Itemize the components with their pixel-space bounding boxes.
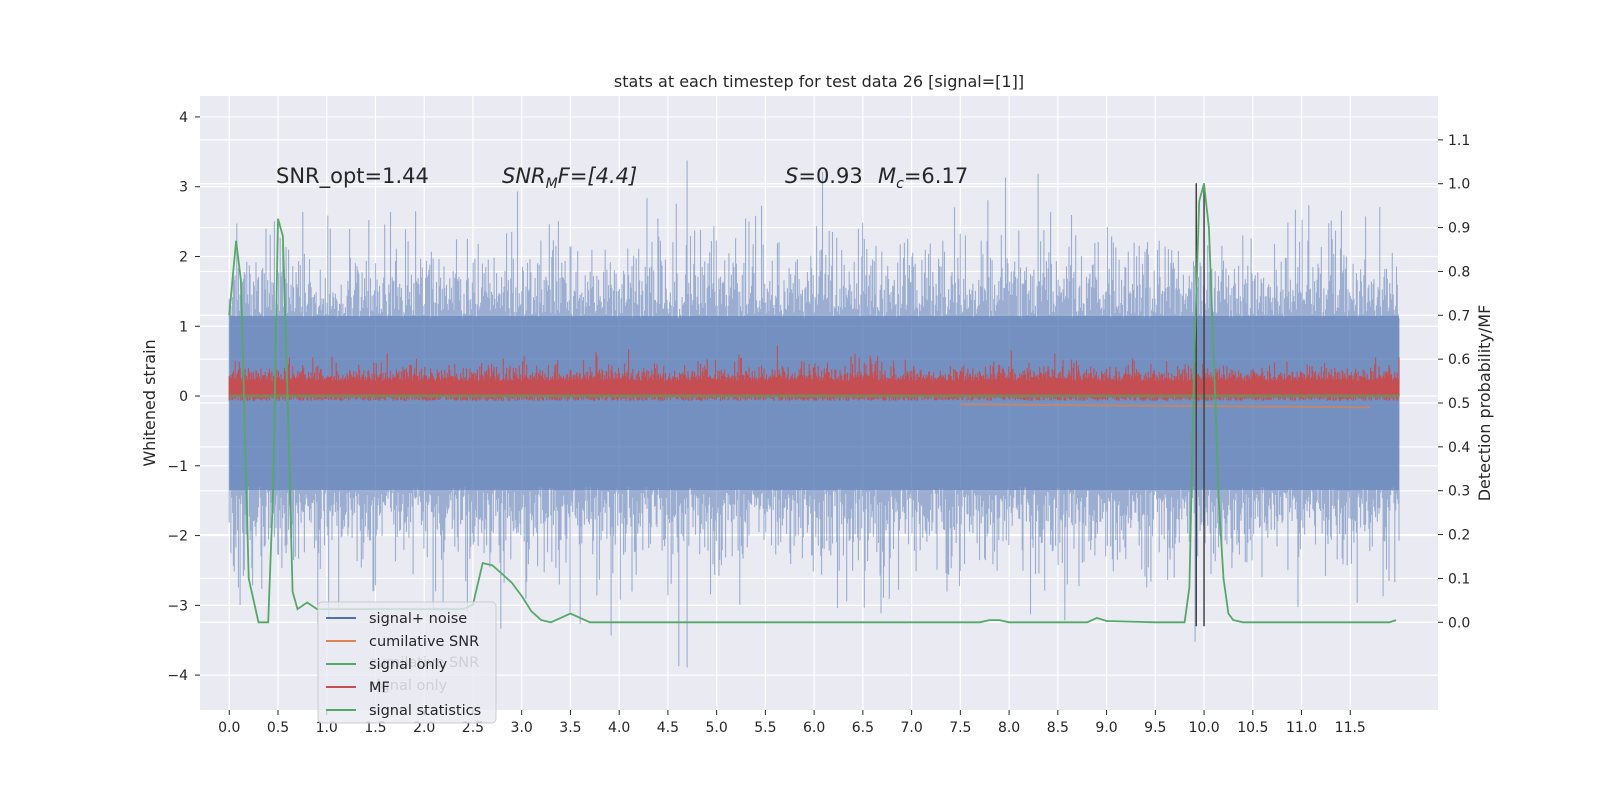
snr-mf-annotation: SNRMF=[4.4]	[502, 164, 637, 192]
x-tick-label: 7.0	[900, 720, 922, 736]
y-tick-label: 3	[179, 180, 188, 196]
y2-tick-label: 1.1	[1448, 133, 1470, 149]
x-tick-label: 1.5	[364, 720, 386, 736]
y-tick-labels: 4 3 2 1 0 −1 −2 −3 −4	[167, 110, 200, 684]
snr-opt-annotation: SNR_opt=1.44	[276, 164, 429, 189]
legend-label: signal+ noise	[369, 611, 467, 627]
y2-tick-label: 0.8	[1448, 264, 1470, 280]
y-tick-label: 4	[179, 110, 188, 126]
legend-label: signal statistics	[369, 703, 481, 719]
cumulative-snr-line	[960, 403, 1370, 409]
y-tick-label: 1	[179, 319, 188, 335]
y2-tick-label: 0.3	[1448, 484, 1470, 500]
x-tick-label: 10.0	[1188, 720, 1219, 736]
y2-tick-label: 0.4	[1448, 440, 1470, 456]
y-tick-label: 2	[179, 249, 188, 265]
y2-tick-label: 0.7	[1448, 308, 1470, 324]
x-tick-label: 6.5	[852, 720, 874, 736]
chart-title: stats at each timestep for test data 26 …	[614, 72, 1024, 91]
x-tick-label: 4.0	[608, 720, 630, 736]
y2-tick-label: 0.0	[1448, 615, 1470, 631]
legend-label: MF	[369, 680, 390, 696]
y-tick-label: 0	[179, 389, 188, 405]
legend-ghost-cumulative-snr: cumilative SNR	[369, 655, 479, 671]
x-tick-label: 6.0	[803, 720, 825, 736]
s-annotation: S=0.93	[785, 164, 863, 188]
x-tick-label: 0.0	[218, 720, 240, 736]
annotations: SNR_opt=1.44 SNRMF=[4.4] S=0.93 Mc=6.17	[276, 164, 968, 192]
x-tick-label: 9.0	[1095, 720, 1117, 736]
y2-axis-label: Detection probability/MF	[1475, 305, 1494, 502]
legend: cumilative SNR signal only signal+ noise…	[317, 601, 497, 724]
x-tick-label: 11.0	[1286, 720, 1317, 736]
y2-tick-label: 1.0	[1448, 177, 1470, 193]
x-tick-label: 1.0	[316, 720, 338, 736]
x-tick-label: 7.5	[949, 720, 971, 736]
y-tick-label: −4	[167, 668, 188, 684]
line-series	[228, 183, 1400, 627]
y2-tick-label: 0.6	[1448, 352, 1470, 368]
legend-ghost-signal-only: signal only	[369, 678, 448, 694]
y-tick-label: −3	[167, 598, 188, 614]
y-tick-label: −1	[167, 459, 188, 475]
x-tick-label: 4.5	[657, 720, 679, 736]
y2-tick-label: 0.5	[1448, 396, 1470, 412]
y-axis-label: Whitened strain	[140, 339, 159, 466]
x-tick-label: 0.5	[267, 720, 289, 736]
x-tick-label: 9.5	[1144, 720, 1166, 736]
legend-label: signal only	[369, 657, 448, 673]
mc-annotation: Mc=6.17	[878, 164, 968, 192]
x-tick-label: 3.0	[511, 720, 533, 736]
x-tick-label: 8.0	[998, 720, 1020, 736]
y2-tick-label: 0.9	[1448, 221, 1470, 237]
x-tick-label: 2.0	[413, 720, 435, 736]
x-tick-label: 2.5	[462, 720, 484, 736]
x-tick-label: 3.5	[559, 720, 581, 736]
x-tick-label: 10.5	[1237, 720, 1268, 736]
mf-line	[228, 345, 1400, 401]
x-tick-label: 8.5	[1047, 720, 1069, 736]
x-tick-label: 11.5	[1335, 720, 1366, 736]
legend-box	[317, 601, 497, 724]
y2-tick-label: 0.1	[1448, 571, 1470, 587]
x-tick-labels: 0.0 0.5 1.0 1.5 2.0 2.5 3.0 3.5 4.0 4.5 5.0 5.5 6.0 6…	[218, 710, 1366, 736]
signal-noise-band	[229, 315, 1400, 491]
legend-label: cumilative SNR	[369, 634, 479, 650]
x-tick-label: 5.5	[754, 720, 776, 736]
y2-tick-label: 0.2	[1448, 528, 1470, 544]
mf-series	[228, 345, 1400, 401]
signal-statistics-line	[228, 183, 1397, 624]
x-tick-label: 5.0	[706, 720, 728, 736]
y-tick-label: −2	[167, 529, 188, 545]
y2-tick-labels: 1.1 1.0 0.9 0.8 0.7 0.6 0.5 0.4 0.3 0.2 0.1 0.0	[1438, 133, 1470, 631]
